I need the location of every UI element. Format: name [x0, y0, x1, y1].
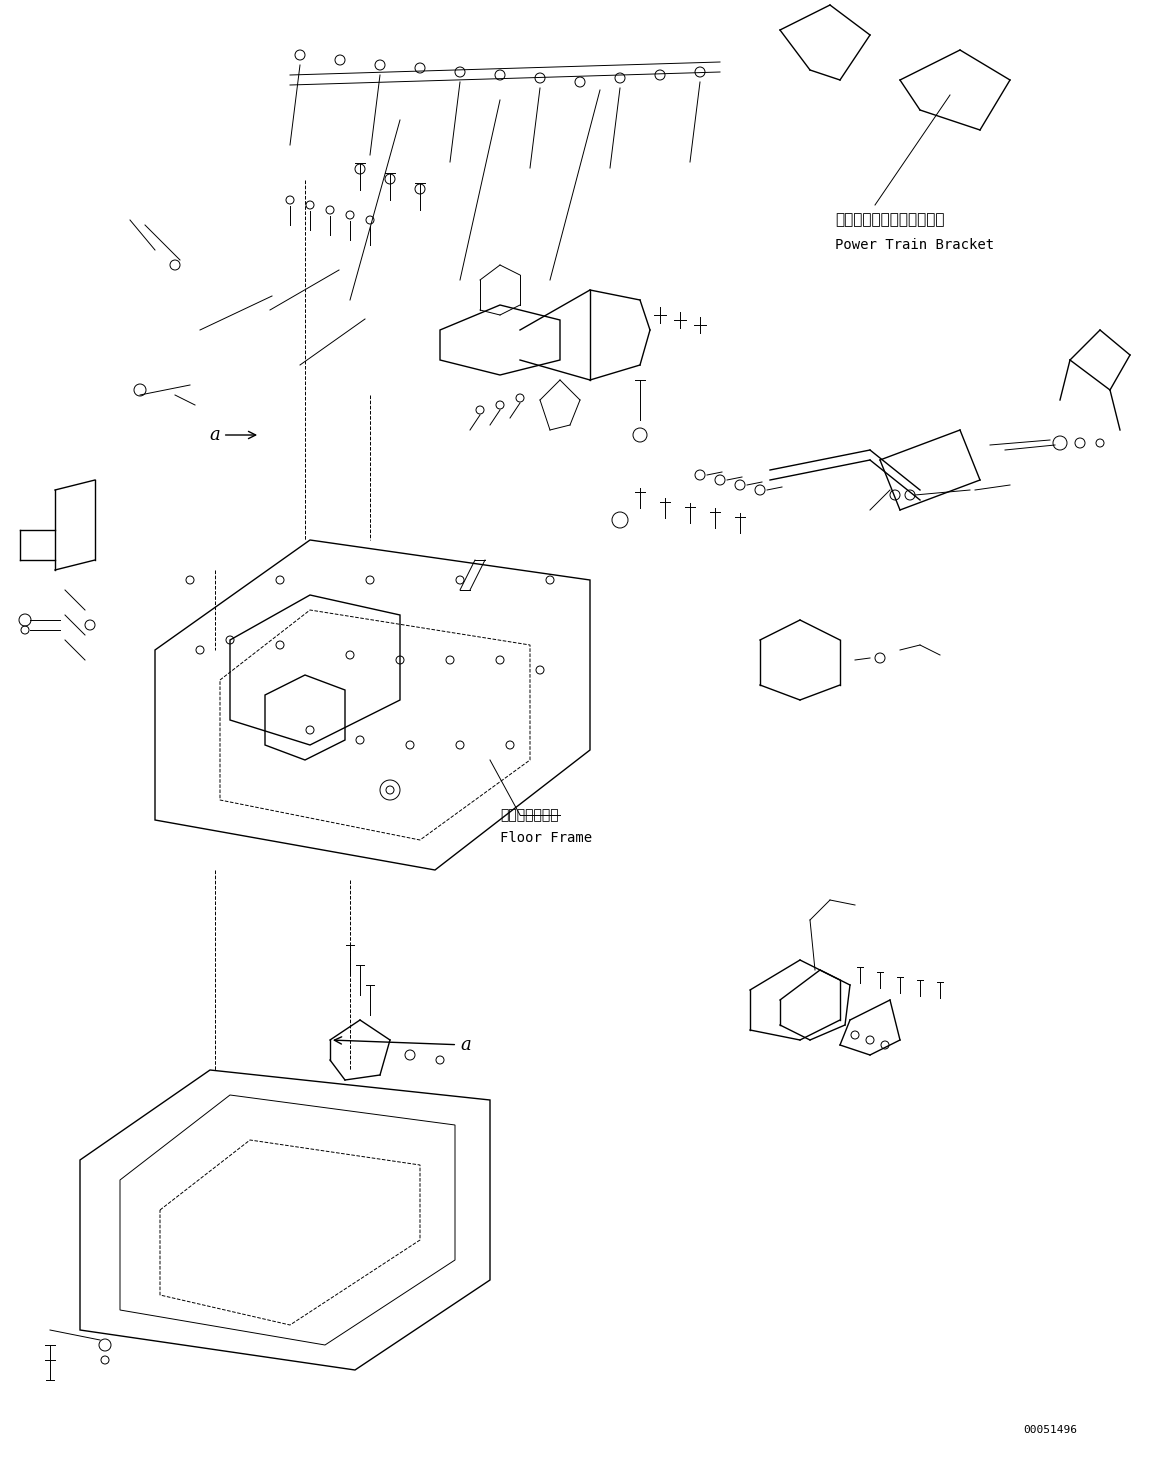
Text: a: a [210, 426, 256, 444]
Text: Floor Frame: Floor Frame [500, 832, 592, 845]
Text: 00051496: 00051496 [1023, 1425, 1077, 1436]
Text: フロアフレーム: フロアフレーム [500, 808, 559, 821]
Text: Power Train Bracket: Power Train Bracket [834, 238, 994, 252]
Text: a: a [334, 1036, 471, 1053]
Text: パワートレインブラケット: パワートレインブラケット [834, 213, 945, 228]
